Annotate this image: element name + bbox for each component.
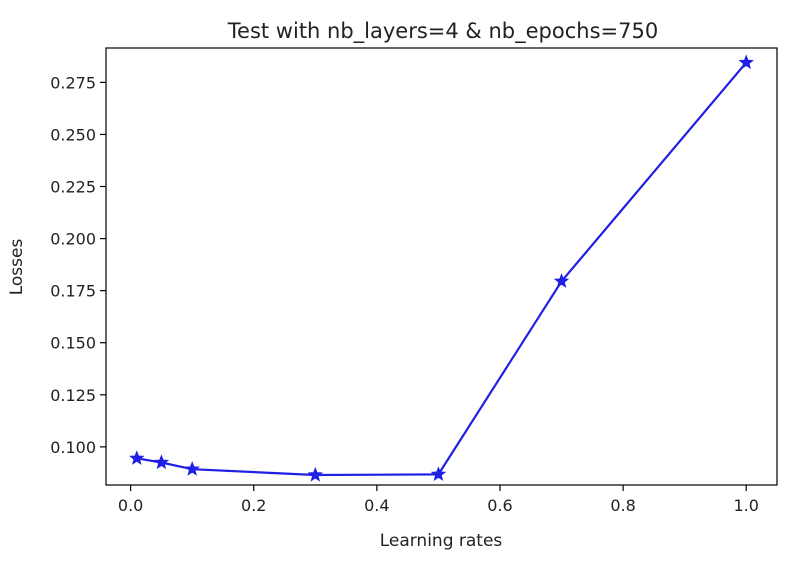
y-tick-label: 0.275: [50, 73, 96, 92]
plot-frame: [105, 47, 778, 486]
data-point-marker: [184, 461, 200, 476]
y-tick-label: 0.175: [50, 282, 96, 301]
y-tick-label: 0.125: [50, 386, 96, 405]
x-axis-label: Learning rates: [380, 531, 503, 551]
plot-series: [129, 54, 754, 482]
x-tick-label: 0.8: [610, 496, 635, 515]
y-tick-label: 0.100: [50, 438, 96, 457]
y-axis-label: Losses: [7, 239, 27, 296]
x-tick-label: 0.0: [118, 496, 143, 515]
data-point-marker: [129, 450, 145, 465]
data-point-marker: [738, 54, 754, 70]
x-tick-label: 0.4: [364, 496, 389, 515]
x-tick-label: 1.0: [733, 496, 758, 515]
series-line: [136, 61, 748, 477]
data-point-marker: [553, 273, 570, 288]
data-point-marker: [430, 466, 447, 481]
y-tick-label: 0.200: [50, 230, 96, 249]
y-tick-label: 0.150: [50, 334, 96, 353]
data-point-marker: [153, 454, 170, 470]
x-tick-label: 0.2: [241, 496, 266, 515]
x-tick-label: 0.6: [487, 496, 512, 515]
data-point-marker: [307, 466, 324, 482]
y-axis: 0.100 0.125 0.150 0.175 0.200 0.225 0.250 0.275: [50, 73, 106, 457]
y-tick-label: 0.250: [50, 125, 96, 144]
chart-title: Test with nb_layers=4 & nb_epochs=750: [227, 19, 658, 44]
x-axis: 0.0 0.2 0.4 0.6 0.8 1.0: [118, 485, 759, 515]
y-tick-label: 0.225: [50, 178, 96, 197]
